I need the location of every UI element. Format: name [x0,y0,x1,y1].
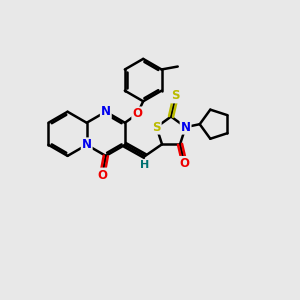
Text: N: N [101,105,111,118]
Text: O: O [132,107,142,120]
Text: S: S [171,89,180,102]
Text: N: N [181,121,190,134]
Text: S: S [152,121,161,134]
Text: N: N [82,138,92,151]
Text: H: H [140,160,150,170]
Text: O: O [97,169,107,182]
Text: O: O [179,157,189,170]
